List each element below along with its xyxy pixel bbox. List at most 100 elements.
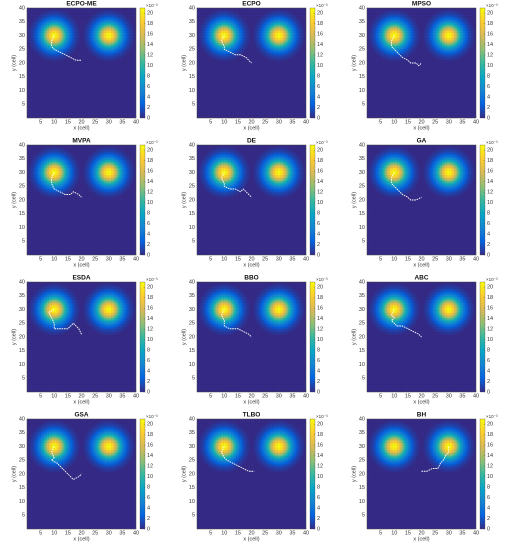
cell-mesh [197,419,306,529]
subplot-title: GSA [74,412,88,419]
x-tick-label: 15 [65,530,71,536]
colorbar-tick-label: 6 [487,221,490,227]
x-tick-label: 30 [106,119,112,125]
y-tick-label: 5 [362,239,365,245]
x-tick-label: 35 [289,530,295,536]
colorbar-tick-label: 10 [317,200,323,206]
x-tick-label: 35 [289,256,295,262]
colorbar-tick-label: 0 [147,389,150,395]
x-tick-label: 30 [106,393,112,399]
colorbar [309,418,316,530]
robot-path [421,446,450,472]
x-tick-label: 5 [379,119,382,125]
colorbar [479,281,486,393]
y-tick-label: 35 [19,430,25,436]
colorbar-tick-label: 2 [147,516,150,522]
colorbar-exponent: ×10⁻³ [146,3,158,8]
y-tick-label: 40 [19,142,25,148]
y-tick-label: 20 [359,60,365,66]
colorbar-tick-label: 2 [487,242,490,248]
colorbar-tick-label: 2 [487,379,490,385]
robot-path [50,446,82,481]
y-tick-label: 30 [359,444,365,450]
subplot-title: DE [247,138,257,145]
x-tick-label: 40 [133,256,139,262]
x-tick-label: 10 [221,530,227,536]
x-tick-label: 25 [92,530,98,536]
colorbar [309,7,316,119]
x-tick-label: 40 [473,256,479,262]
colorbar-exponent: ×10⁻³ [486,140,498,145]
x-tick-label: 25 [432,256,438,262]
x-axis-label: x (cell) [73,262,89,268]
x-axis-label: x (cell) [243,536,259,542]
x-tick-label: 20 [418,393,424,399]
colorbar-tick-label: 4 [317,232,320,238]
colorbar-tick-label: 20 [317,11,323,17]
x-tick-label: 10 [391,530,397,536]
x-tick-label: 30 [106,530,112,536]
y-tick-label: 35 [359,156,365,162]
colorbar-tick-label: 6 [317,221,320,227]
colorbar-tick-label: 14 [317,42,323,48]
cell-mesh [27,145,136,255]
y-tick-label: 5 [192,513,195,519]
x-tick-label: 10 [391,119,397,125]
x-tick-label: 15 [405,256,411,262]
x-tick-label: 25 [262,393,268,399]
colorbar-tick-label: 20 [147,285,153,291]
x-tick-label: 15 [65,256,71,262]
y-tick-label: 40 [189,416,195,422]
x-tick-label: 20 [418,530,424,536]
colorbar [479,7,486,119]
y-tick-label: 40 [189,142,195,148]
x-tick-label: 15 [405,530,411,536]
y-tick-label: 25 [189,47,195,53]
y-tick-label: 30 [189,307,195,313]
subplot-title: ESDA [72,275,90,282]
subplot-title: BBO [244,275,258,282]
subplot-title: ECPO-ME [66,1,97,8]
x-tick-label: 40 [303,256,309,262]
x-tick-label: 15 [405,393,411,399]
colorbar-tick-label: 2 [487,516,490,522]
y-axis-label: y (cell) [181,466,187,482]
y-tick-label: 10 [359,88,365,94]
colorbar-tick-label: 16 [317,169,323,175]
y-tick-label: 5 [192,239,195,245]
colorbar-tick-label: 16 [147,306,153,312]
colorbar-tick-label: 18 [147,21,153,27]
y-tick-label: 5 [192,102,195,108]
y-tick-label: 20 [359,334,365,340]
subplot-title: TLBO [243,412,261,419]
y-tick-label: 30 [359,33,365,39]
colorbar-tick-label: 20 [487,148,493,154]
colorbar-tick-label: 2 [147,105,150,111]
colorbar-tick-label: 20 [317,422,323,428]
x-tick-label: 5 [379,530,382,536]
colorbar-tick-label: 18 [147,295,153,301]
x-tick-label: 15 [405,119,411,125]
x-tick-label: 35 [119,530,125,536]
x-axis-label: x (cell) [73,399,89,405]
colorbar-tick-label: 8 [487,74,490,80]
colorbar-tick-label: 18 [487,432,493,438]
colorbar-tick-label: 16 [487,169,493,175]
y-tick-label: 20 [189,334,195,340]
colorbar-tick-label: 0 [147,526,150,532]
y-tick-label: 35 [189,293,195,299]
x-tick-label: 5 [39,256,42,262]
cell-mesh [27,282,136,392]
y-axis-label: y (cell) [351,192,357,208]
y-axis-label: y (cell) [11,192,17,208]
colorbar-tick-label: 10 [147,200,153,206]
colorbar [139,418,146,530]
x-tick-label: 15 [65,393,71,399]
x-tick-label: 10 [221,119,227,125]
colorbar-exponent: ×10⁻³ [486,3,498,8]
x-tick-label: 15 [235,119,241,125]
colorbar-tick-label: 0 [317,115,320,121]
colorbar-tick-label: 10 [317,474,323,480]
